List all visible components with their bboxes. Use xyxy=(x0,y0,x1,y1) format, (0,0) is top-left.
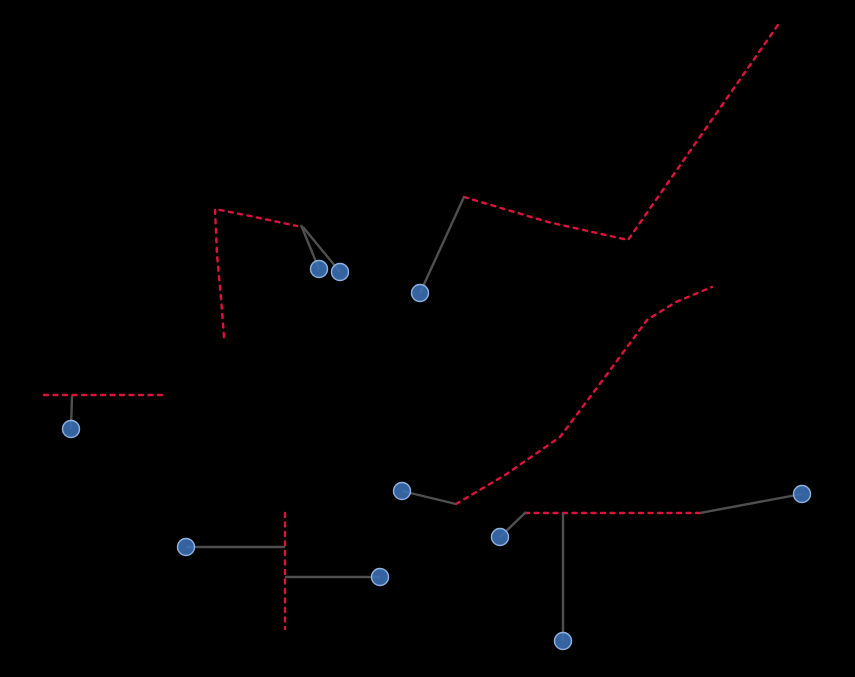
data-point-marker xyxy=(309,259,329,279)
data-point-marker xyxy=(330,262,350,282)
route-path-segment xyxy=(462,20,782,242)
data-point-marker xyxy=(553,631,573,651)
marker-layer xyxy=(61,259,812,651)
connector-line xyxy=(699,492,803,515)
data-point-marker xyxy=(61,419,81,439)
route-layer xyxy=(42,20,782,631)
connector-line xyxy=(401,489,457,506)
connector-line xyxy=(418,196,466,294)
data-point-marker xyxy=(792,484,812,504)
connector-layer xyxy=(69,196,803,641)
data-point-marker xyxy=(392,481,412,501)
data-point-marker xyxy=(490,527,510,547)
data-point-marker xyxy=(370,567,390,587)
data-point-marker xyxy=(410,283,430,303)
data-point-marker xyxy=(176,537,196,557)
connector-line xyxy=(302,226,341,273)
route-path-segment xyxy=(213,207,299,339)
route-path-segment xyxy=(454,285,714,506)
